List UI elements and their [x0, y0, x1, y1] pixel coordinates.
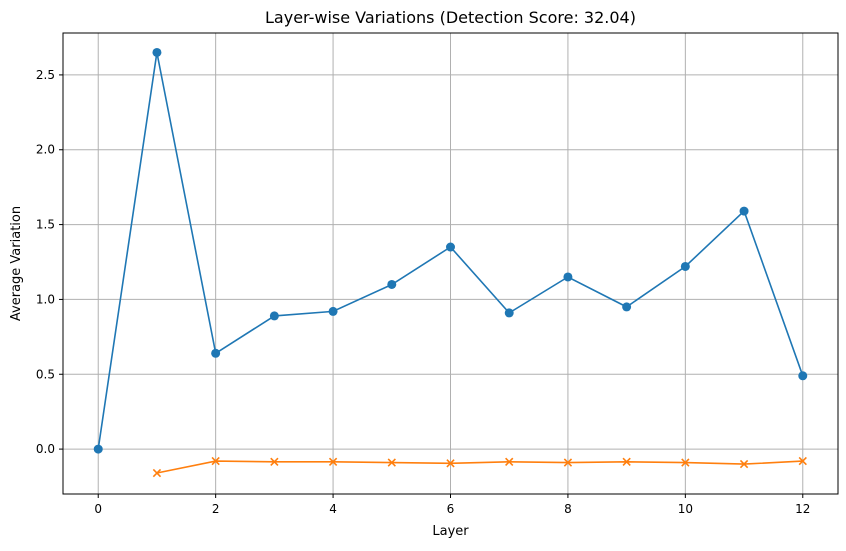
- data-point: [93, 444, 103, 454]
- data-point: [270, 457, 279, 466]
- series-line: [156, 460, 803, 474]
- x-axis-label: Layer: [432, 524, 469, 539]
- series-1: [152, 456, 807, 478]
- data-point: [328, 457, 338, 466]
- plot-frame: [62, 32, 839, 495]
- data-point: [798, 371, 808, 381]
- data-point: [563, 272, 573, 282]
- data-point: [211, 348, 221, 358]
- series-group: [93, 47, 808, 478]
- data-point: [798, 456, 807, 466]
- series-0: [93, 47, 808, 454]
- data-point: [387, 279, 397, 289]
- y-axis-label: Average Variation: [9, 206, 24, 321]
- axis-ticks: 0 2 4 6 8 10 12 0.0 0.5 1.0 1.5 2.0 2.5: [36, 68, 811, 516]
- data-point: [387, 458, 396, 467]
- y-tick-label: 2.0: [36, 143, 55, 157]
- grid: [63, 33, 838, 494]
- data-point: [739, 206, 749, 216]
- data-point: [446, 242, 455, 252]
- data-point: [680, 261, 690, 271]
- data-point: [269, 311, 279, 321]
- x-tick-label: 8: [564, 502, 572, 516]
- chart-title: Layer-wise Variations (Detection Score: …: [265, 8, 636, 27]
- data-point: [211, 456, 220, 466]
- x-tick-label: 12: [795, 502, 810, 516]
- data-point: [504, 308, 514, 318]
- data-point: [739, 459, 749, 469]
- data-point: [152, 47, 162, 57]
- data-point: [622, 457, 631, 466]
- data-point: [152, 468, 162, 478]
- y-tick-label: 0.5: [36, 367, 55, 381]
- x-tick-label: 2: [212, 502, 220, 516]
- data-point: [563, 458, 573, 467]
- data-point: [446, 459, 455, 468]
- data-point: [622, 302, 632, 312]
- x-tick-label: 4: [329, 502, 337, 516]
- data-point: [681, 458, 690, 467]
- data-point: [505, 457, 514, 466]
- data-point: [328, 306, 338, 316]
- y-tick-label: 2.5: [36, 68, 55, 82]
- x-tick-label: 6: [447, 502, 455, 516]
- y-tick-label: 1.0: [36, 292, 55, 306]
- x-tick-label: 10: [678, 502, 693, 516]
- y-tick-label: 0.0: [36, 442, 55, 456]
- y-tick-label: 1.5: [36, 218, 55, 232]
- x-tick-label: 0: [94, 502, 102, 516]
